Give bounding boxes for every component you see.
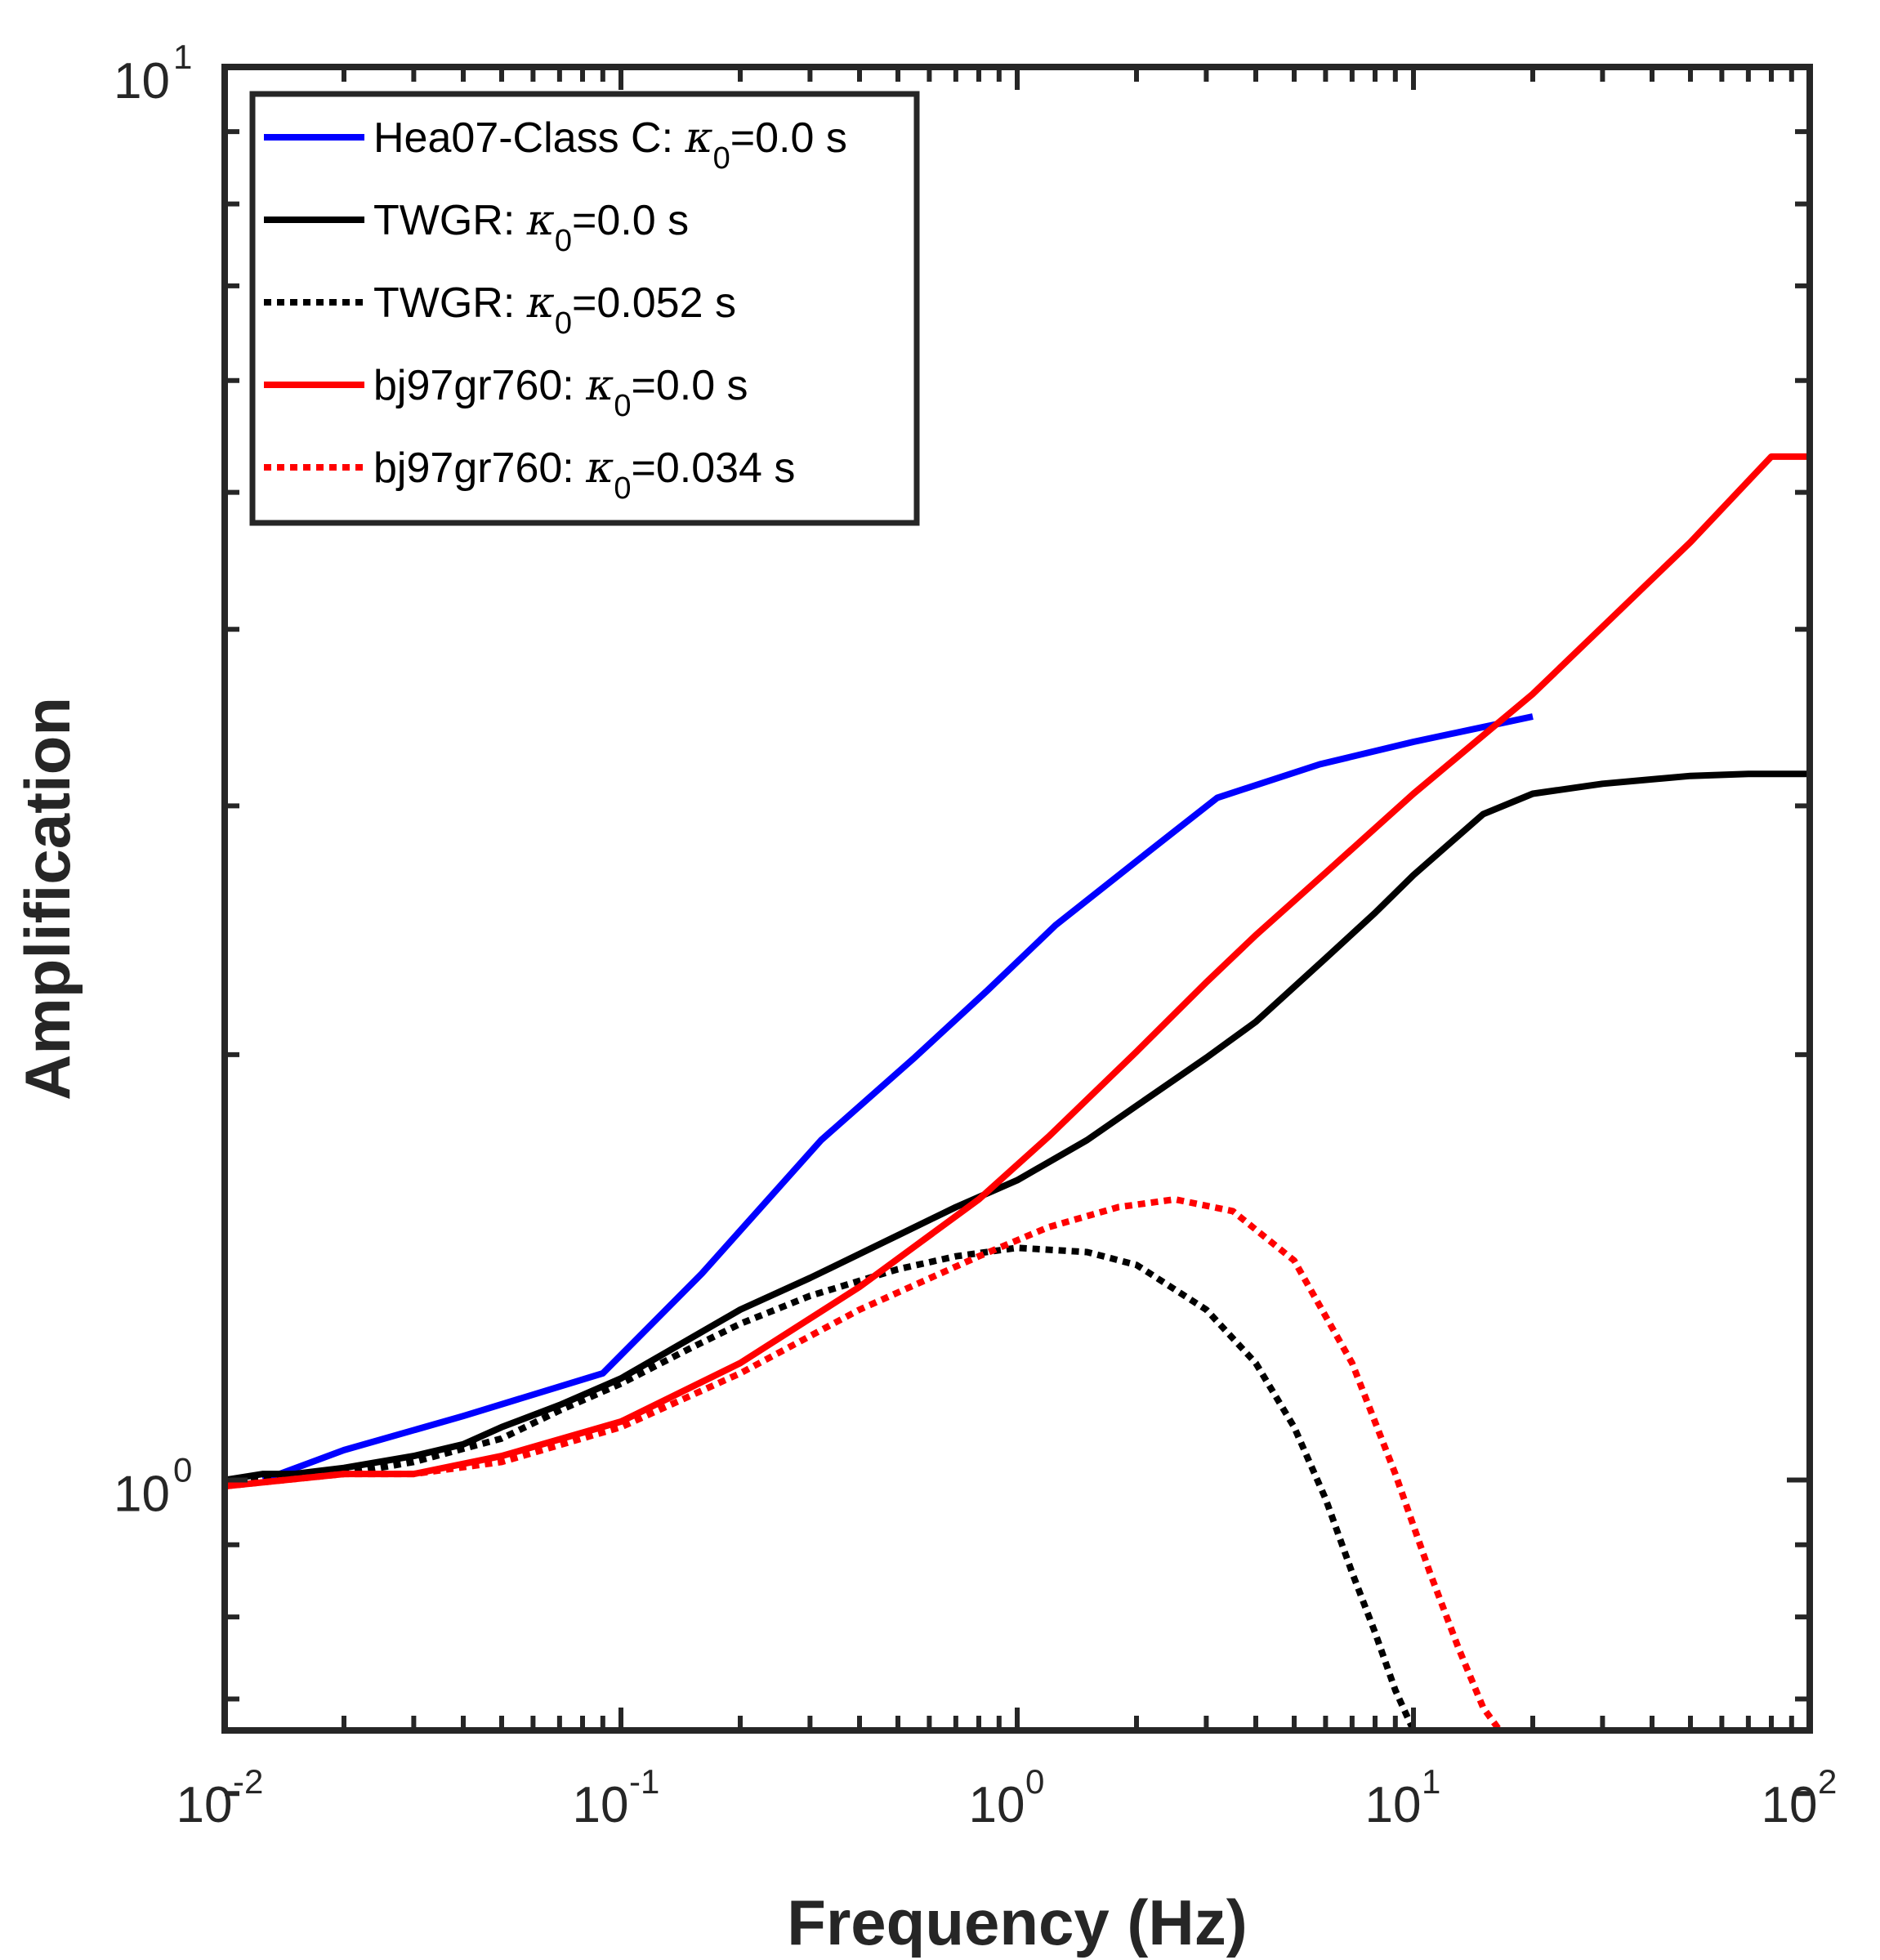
y-axis-title: Amplification [11,697,83,1101]
legend-label-name: bj97gr760: [373,444,586,492]
legend-label-name: bj97gr760: [373,362,586,409]
legend-kappa-symbol: κ [526,196,555,245]
legend-kappa-symbol: κ [585,444,614,493]
tick-labels-group: 10 -2 10 -1 10 0 10 1 10 210 010 1 [114,38,1837,1833]
x-tick-label-exponent: -2 [233,1762,263,1801]
x-tick-label-exponent: 2 [1818,1762,1837,1801]
x-tick-label-exponent: 0 [1025,1762,1044,1801]
legend-label-1: TWGR: κ0=0.0 s [373,196,689,258]
legend-kappa-subscript: 0 [614,471,631,506]
legend-kappa-value: =0.0 s [572,197,689,244]
x-tick-label-exponent: 1 [1422,1762,1440,1801]
x-tick-label: 10 [176,1777,233,1833]
legend-label-name: Hea07-Class C: [373,114,685,162]
series-line-3 [225,453,1810,1490]
legend-kappa-subscript: 0 [713,141,730,176]
x-tick-label: 10 [969,1777,1025,1833]
legend-label-4: bj97gr760: κ0=0.034 s [373,444,795,506]
legend-kappa-value: =0.034 s [631,444,795,492]
x-tick-label: 10 [1365,1777,1422,1833]
legend-kappa-subscript: 0 [614,389,631,423]
y-tick-label: 10 [114,1467,170,1523]
legend-label-name: TWGR: [373,197,527,244]
legend-box [249,91,920,526]
y-tick-label-exponent: 0 [173,1451,192,1489]
legend-kappa-symbol: κ [684,114,712,163]
series-line-0 [261,713,1534,1484]
x-tick-label: 10 [573,1777,629,1833]
legend-kappa-value: =0.052 s [572,279,736,327]
x-axis-title: Frequency (Hz) [787,1886,1247,1958]
legend-label-name: TWGR: [373,279,527,327]
x-tick-label: 10 [1762,1777,1818,1833]
plot-area-frame [221,64,1813,1734]
series-line-4 [225,1196,1503,1730]
y-tick-label: 10 [114,53,170,109]
x-tick-label-exponent: -1 [629,1762,659,1801]
legend-kappa-value: =0.0 s [631,362,748,409]
legend-label-3: bj97gr760: κ0=0.0 s [373,361,748,423]
legend-kappa-subscript: 0 [555,224,572,258]
plot-series-group [225,453,1810,1730]
legend-label-0: Hea07-Class C: κ0=0.0 s [373,114,847,176]
legend-label-2: TWGR: κ0=0.052 s [373,279,736,341]
y-tick-label-exponent: 1 [173,38,192,76]
legend-kappa-symbol: κ [585,361,614,410]
legend-kappa-symbol: κ [526,279,555,328]
legend-kappa-subscript: 0 [555,306,572,341]
series-line-2 [225,1244,1417,1730]
legend-kappa-value: =0.0 s [730,114,847,162]
